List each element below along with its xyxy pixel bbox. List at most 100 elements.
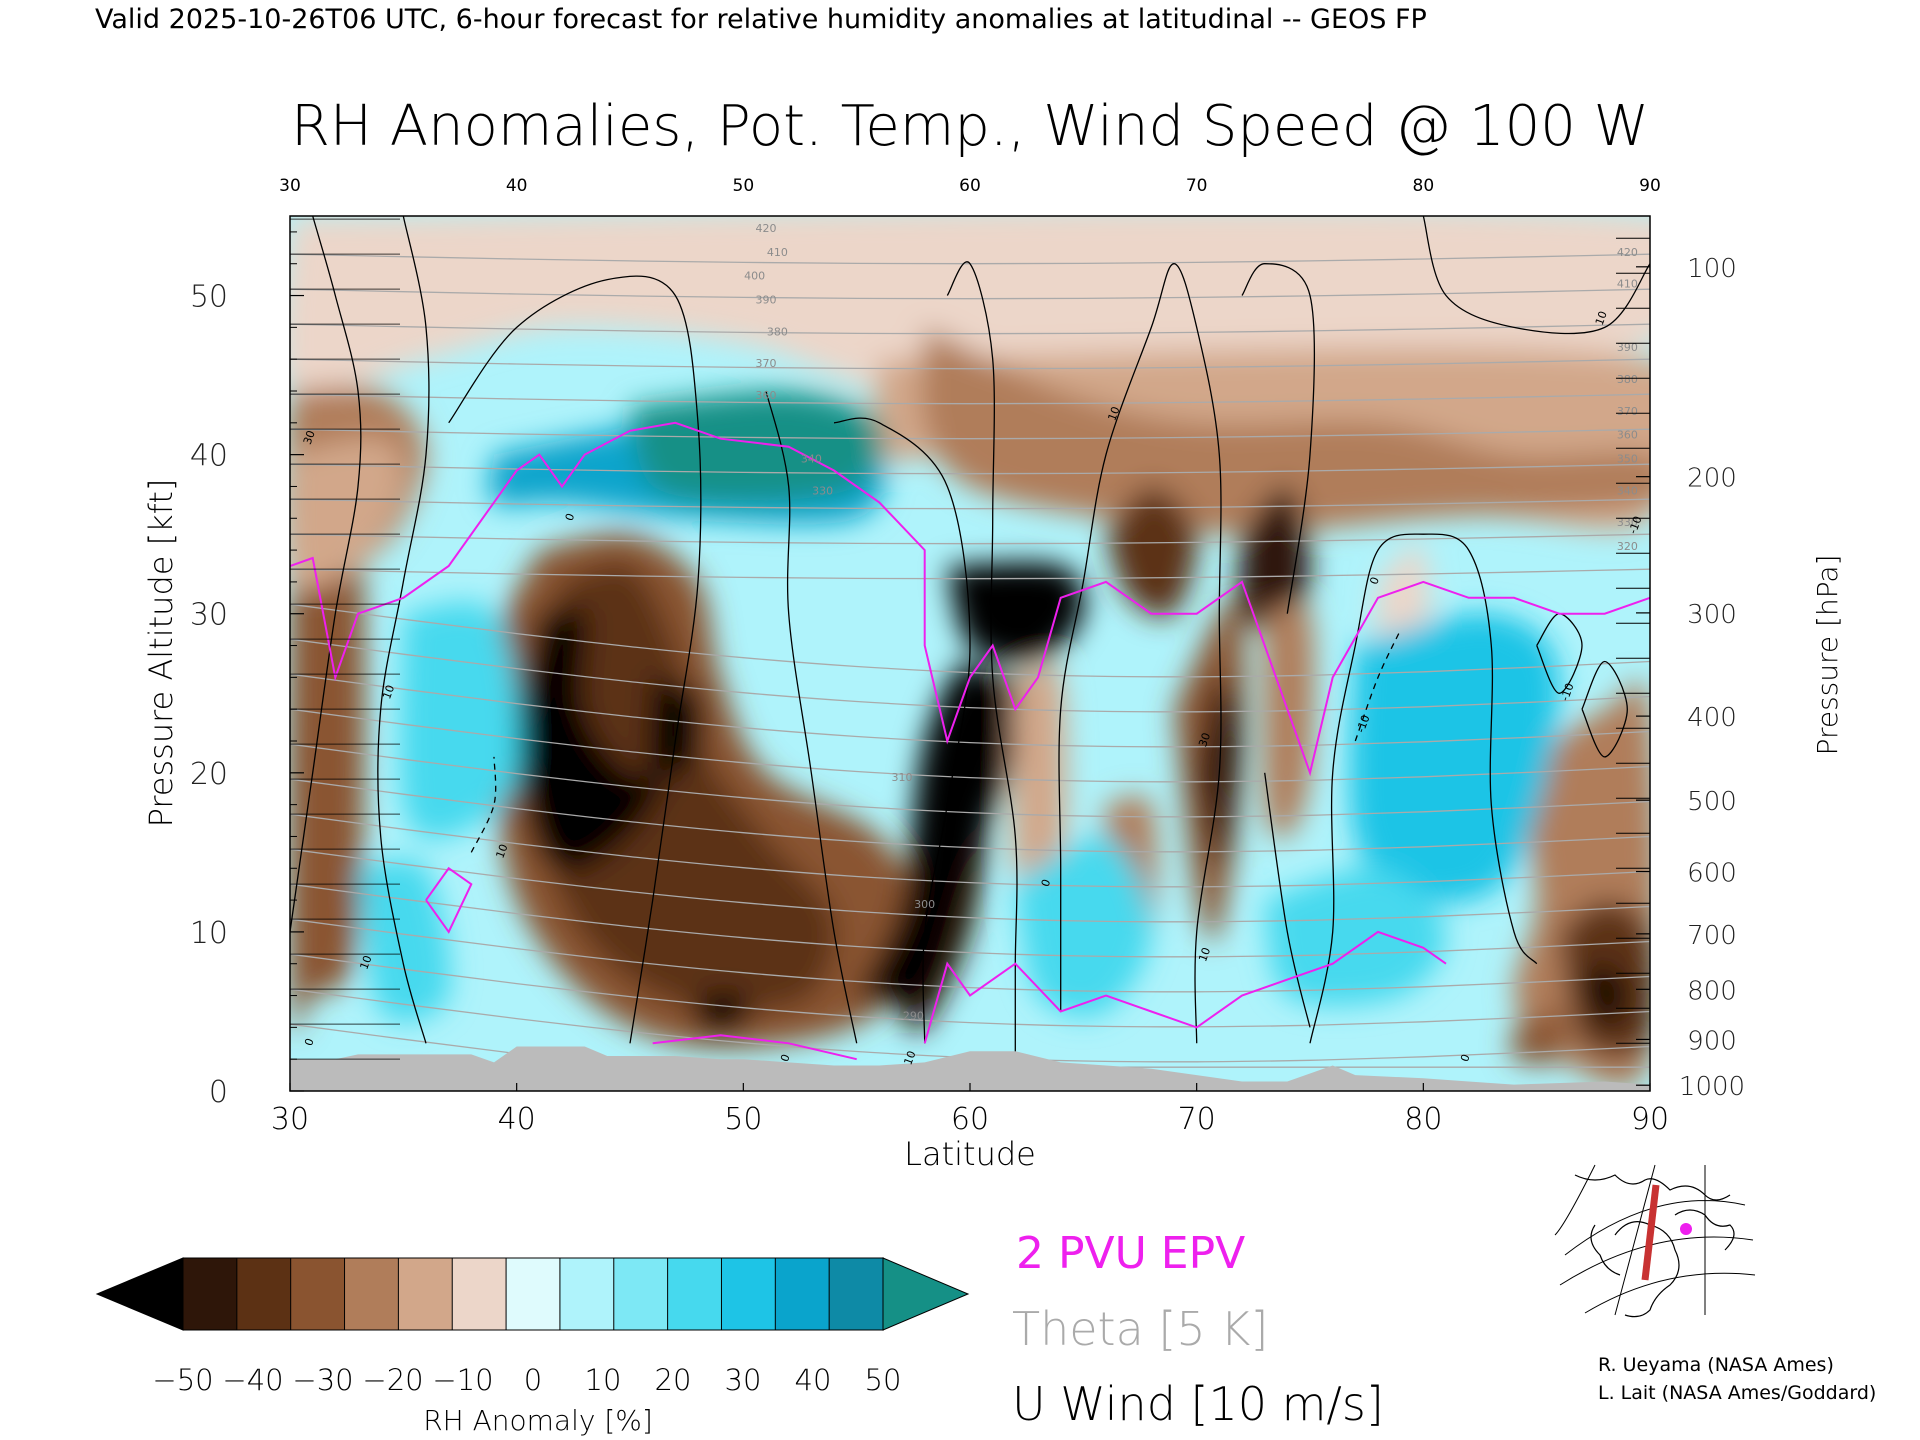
wind-line <box>1264 772 1311 1028</box>
wind-label: 30 <box>1196 731 1213 749</box>
pressure-axis-label: Pressure [hPa] <box>1811 555 1844 756</box>
theta-label: 330 <box>1617 516 1638 529</box>
colorbar-tick-label: 20 <box>655 1363 692 1397</box>
theta-label: 420 <box>1617 246 1638 259</box>
map-coastlines <box>1574 1174 1735 1318</box>
wind-label: -10 <box>1626 514 1644 535</box>
theta-label: 370 <box>1617 405 1638 418</box>
theta-line <box>290 743 1650 818</box>
rh-patch <box>1350 613 1560 903</box>
pressure-tick-label: 600 <box>1687 859 1737 889</box>
wind-line <box>833 417 971 1044</box>
pressure-tick-label: 800 <box>1687 976 1737 1006</box>
x-axis: 30 40 50 60 70 80 90 <box>271 1083 1669 1137</box>
x-tick-label: 60 <box>951 1102 989 1137</box>
rh-patch <box>516 606 699 873</box>
y-tick-label: 30 <box>190 598 228 633</box>
wind-line <box>290 216 362 932</box>
epv-2pvu-contour <box>290 421 1650 1061</box>
colorbar <box>95 1257 970 1331</box>
y-axis-label: Pressure Altitude [kft] <box>142 479 180 828</box>
colorbar-swatch <box>774 1257 831 1331</box>
wind-label: 10 <box>1593 309 1610 327</box>
theta-line <box>290 673 1650 748</box>
wind-contour-labels: 30 -10 10 10 10 0 10 0 30 -10 10 0 -10 10 10 0 0 0 <box>301 309 1645 1066</box>
rh-patch <box>290 437 405 590</box>
colorbar-tick-label: −20 <box>362 1363 423 1397</box>
theta-line <box>290 708 1650 783</box>
wind-line <box>448 275 702 1044</box>
rh-patch <box>1015 835 1152 1017</box>
top-x-tick-label: 30 <box>279 176 301 196</box>
colorbar-swatch <box>505 1257 561 1331</box>
rh-patch <box>1238 486 1310 633</box>
u-wind-contours <box>290 216 1650 1060</box>
rh-patch <box>649 677 704 778</box>
theta-label: 290 <box>903 1009 924 1022</box>
colorbar-tick-label: −10 <box>432 1363 493 1397</box>
wind-label: -10 <box>1558 681 1576 702</box>
theta-label: 420 <box>756 222 777 235</box>
theta-line <box>290 883 1650 958</box>
rh-anomaly-field <box>290 216 1650 1088</box>
colorbar-tick-label: 50 <box>865 1363 902 1397</box>
theta-label: 340 <box>801 453 822 466</box>
theta-line <box>290 813 1650 888</box>
wind-label: 0 <box>778 1052 793 1063</box>
top-x-tick-label: 90 <box>1639 176 1661 196</box>
colorbar-swatch <box>344 1257 400 1331</box>
colorbar-swatch <box>182 1257 238 1331</box>
colorbar-tick-label: −50 <box>152 1363 213 1397</box>
theta-line <box>290 358 1650 370</box>
epv-contour <box>290 421 1650 777</box>
rh-patch <box>536 563 837 1013</box>
chart-title: RH Anomalies, Pot. Temp., Wind Speed @ 1… <box>291 94 1649 159</box>
theta-label: 330 <box>812 484 833 497</box>
pressure-tick-label: 500 <box>1687 787 1737 817</box>
epv-contour <box>652 1034 857 1061</box>
legend-theta: Theta [5 K] <box>1012 1302 1268 1356</box>
theta-line <box>290 848 1650 923</box>
valid-time-line: Valid 2025-10-26T06 UTC, 6-hour forecast… <box>95 4 1427 35</box>
colorbar-swatch <box>236 1257 292 1331</box>
theta-line <box>290 463 1650 475</box>
top-x-tick-label: 70 <box>1186 176 1208 196</box>
theta-contour-labels: 4204104003903803703603403304204103903803… <box>744 222 1638 1023</box>
colorbar-tick-label: 40 <box>795 1363 832 1397</box>
theta-line <box>290 393 1650 405</box>
theta-label: 390 <box>1617 341 1638 354</box>
y-tick-label: 40 <box>190 439 228 474</box>
x-tick-label: 80 <box>1404 1102 1442 1137</box>
wind-label: 10 <box>902 1049 919 1067</box>
theta-label: 360 <box>1617 429 1638 442</box>
pressure-tick-label: 400 <box>1687 703 1737 733</box>
wind-label: 30 <box>301 429 318 447</box>
top-x-tick-label: 40 <box>506 176 528 196</box>
wind-line <box>1241 263 1316 614</box>
theta-line <box>290 533 1650 545</box>
rh-patch <box>947 562 1085 664</box>
x-axis-top: 30 40 50 60 70 80 90 <box>279 176 1661 196</box>
theta-line <box>290 778 1650 853</box>
wind-label: 10 <box>358 954 375 972</box>
theta-label: 400 <box>744 270 765 283</box>
theta-line <box>290 918 1650 993</box>
wind-line <box>765 390 858 1044</box>
map-cross-section-line <box>1641 1184 1660 1281</box>
rh-patch <box>1011 663 1067 893</box>
wind-label: 10 <box>1106 405 1123 423</box>
wind-line <box>1581 660 1628 758</box>
epv-contour <box>425 866 473 934</box>
wind-label: 10 <box>1196 946 1213 964</box>
theta-line <box>290 638 1650 713</box>
wind-label: 0 <box>1039 877 1054 888</box>
pressure-tick-label: 1000 <box>1679 1072 1745 1102</box>
top-x-tick-label: 50 <box>733 176 755 196</box>
theta-line <box>290 568 1650 580</box>
colorbar-low-arrow <box>95 1257 184 1331</box>
rh-patch <box>856 661 1016 1005</box>
x-tick-label: 70 <box>1178 1102 1216 1137</box>
rh-patch <box>399 601 520 840</box>
theta-label: 410 <box>767 246 788 259</box>
rh-patch <box>1106 486 1198 618</box>
